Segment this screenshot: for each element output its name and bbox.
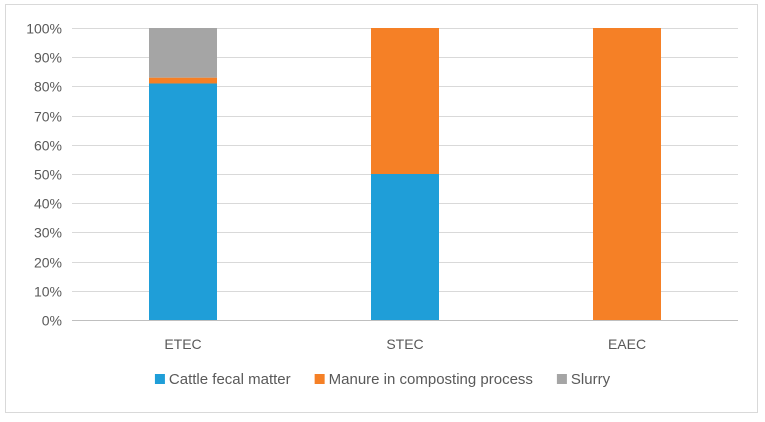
legend-item: Slurry	[556, 371, 611, 388]
legend-label: Cattle fecal matter	[169, 371, 291, 388]
x-axis-ticks: ETEC STEC EAEC	[164, 336, 646, 352]
y-tick-label: 0%	[42, 313, 62, 329]
bar-eaec-manure-in-composting-process	[593, 28, 661, 320]
y-tick-label: 30%	[34, 225, 62, 241]
y-tick-label: 60%	[34, 138, 62, 154]
legend-item: Manure in composting process	[314, 371, 533, 388]
x-tick-label: ETEC	[164, 336, 201, 352]
y-tick-label: 50%	[34, 167, 62, 183]
bar-etec-cattle-fecal-matter	[149, 83, 217, 320]
legend: Cattle fecal matter Manure in composting …	[154, 371, 611, 388]
y-tick-label: 40%	[34, 196, 62, 212]
bar-etec-manure-in-composting-process	[149, 77, 217, 84]
legend-swatch	[154, 374, 165, 384]
y-tick-label: 80%	[34, 79, 62, 95]
legend-label: Slurry	[571, 371, 611, 388]
legend-swatch	[556, 374, 567, 384]
y-tick-label: 100%	[26, 21, 62, 37]
y-tick-label: 70%	[34, 109, 62, 125]
y-tick-label: 10%	[34, 284, 62, 300]
legend-label: Manure in composting process	[329, 371, 533, 388]
legend-swatch	[314, 374, 325, 384]
y-tick-label: 20%	[34, 255, 62, 271]
y-axis-ticks: 0% 10% 20% 30% 40% 50% 60% 70% 80% 90% 100%	[26, 21, 62, 329]
bar-stec-cattle-fecal-matter	[371, 174, 439, 320]
bars	[149, 28, 661, 320]
legend-item: Cattle fecal matter	[154, 371, 291, 388]
bar-stec-manure-in-composting-process	[371, 28, 439, 174]
y-tick-label: 90%	[34, 50, 62, 66]
bar-etec-slurry	[149, 28, 217, 78]
x-tick-label: STEC	[386, 336, 423, 352]
x-tick-label: EAEC	[608, 336, 646, 352]
